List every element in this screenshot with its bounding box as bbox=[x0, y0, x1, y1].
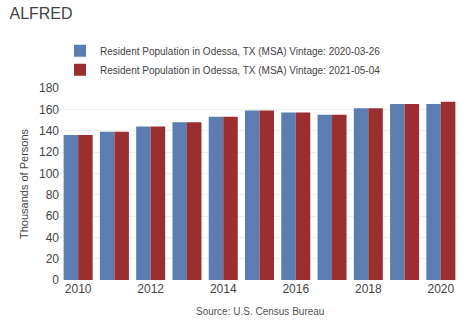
svg-text:180: 180 bbox=[39, 81, 59, 95]
svg-text:Thousands of Persons: Thousands of Persons bbox=[18, 128, 30, 239]
svg-text:2020: 2020 bbox=[428, 282, 455, 296]
svg-text:80: 80 bbox=[46, 188, 60, 202]
svg-text:160: 160 bbox=[39, 103, 59, 117]
svg-text:60: 60 bbox=[46, 209, 60, 223]
svg-text:2010: 2010 bbox=[65, 282, 92, 296]
svg-text:100: 100 bbox=[39, 167, 59, 181]
svg-text:0: 0 bbox=[52, 273, 59, 287]
svg-text:Resident Population in Odessa,: Resident Population in Odessa, TX (MSA) … bbox=[100, 65, 380, 76]
svg-text:ALFRED: ALFRED bbox=[9, 5, 72, 22]
svg-text:Resident Population in Odessa,: Resident Population in Odessa, TX (MSA) … bbox=[100, 46, 380, 57]
svg-text:2016: 2016 bbox=[282, 282, 309, 296]
svg-text:2012: 2012 bbox=[137, 282, 164, 296]
svg-text:20: 20 bbox=[46, 252, 60, 266]
svg-text:Source: U.S. Census Bureau: Source: U.S. Census Bureau bbox=[196, 306, 324, 317]
svg-text:2014: 2014 bbox=[210, 282, 237, 296]
svg-text:2018: 2018 bbox=[355, 282, 382, 296]
svg-text:120: 120 bbox=[39, 145, 59, 159]
svg-text:140: 140 bbox=[39, 124, 59, 138]
svg-text:40: 40 bbox=[46, 231, 60, 245]
